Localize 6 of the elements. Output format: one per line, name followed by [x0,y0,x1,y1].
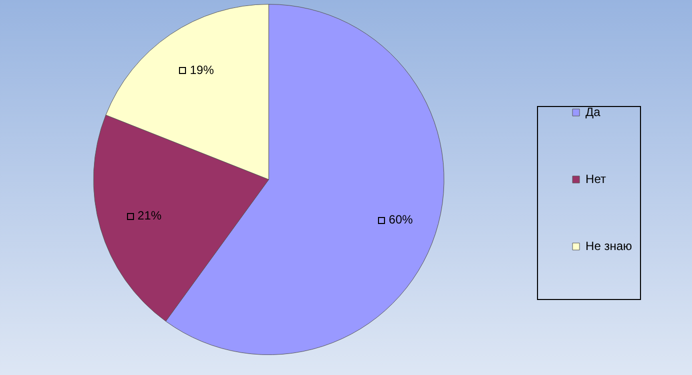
data-label: 60% [388,212,414,226]
data-label: 19% [190,63,214,78]
legend-label: Не знаю [586,238,632,253]
data-label: 21% [138,208,162,222]
legend-label: Нет [586,172,606,186]
legend-label: Да [586,104,601,119]
